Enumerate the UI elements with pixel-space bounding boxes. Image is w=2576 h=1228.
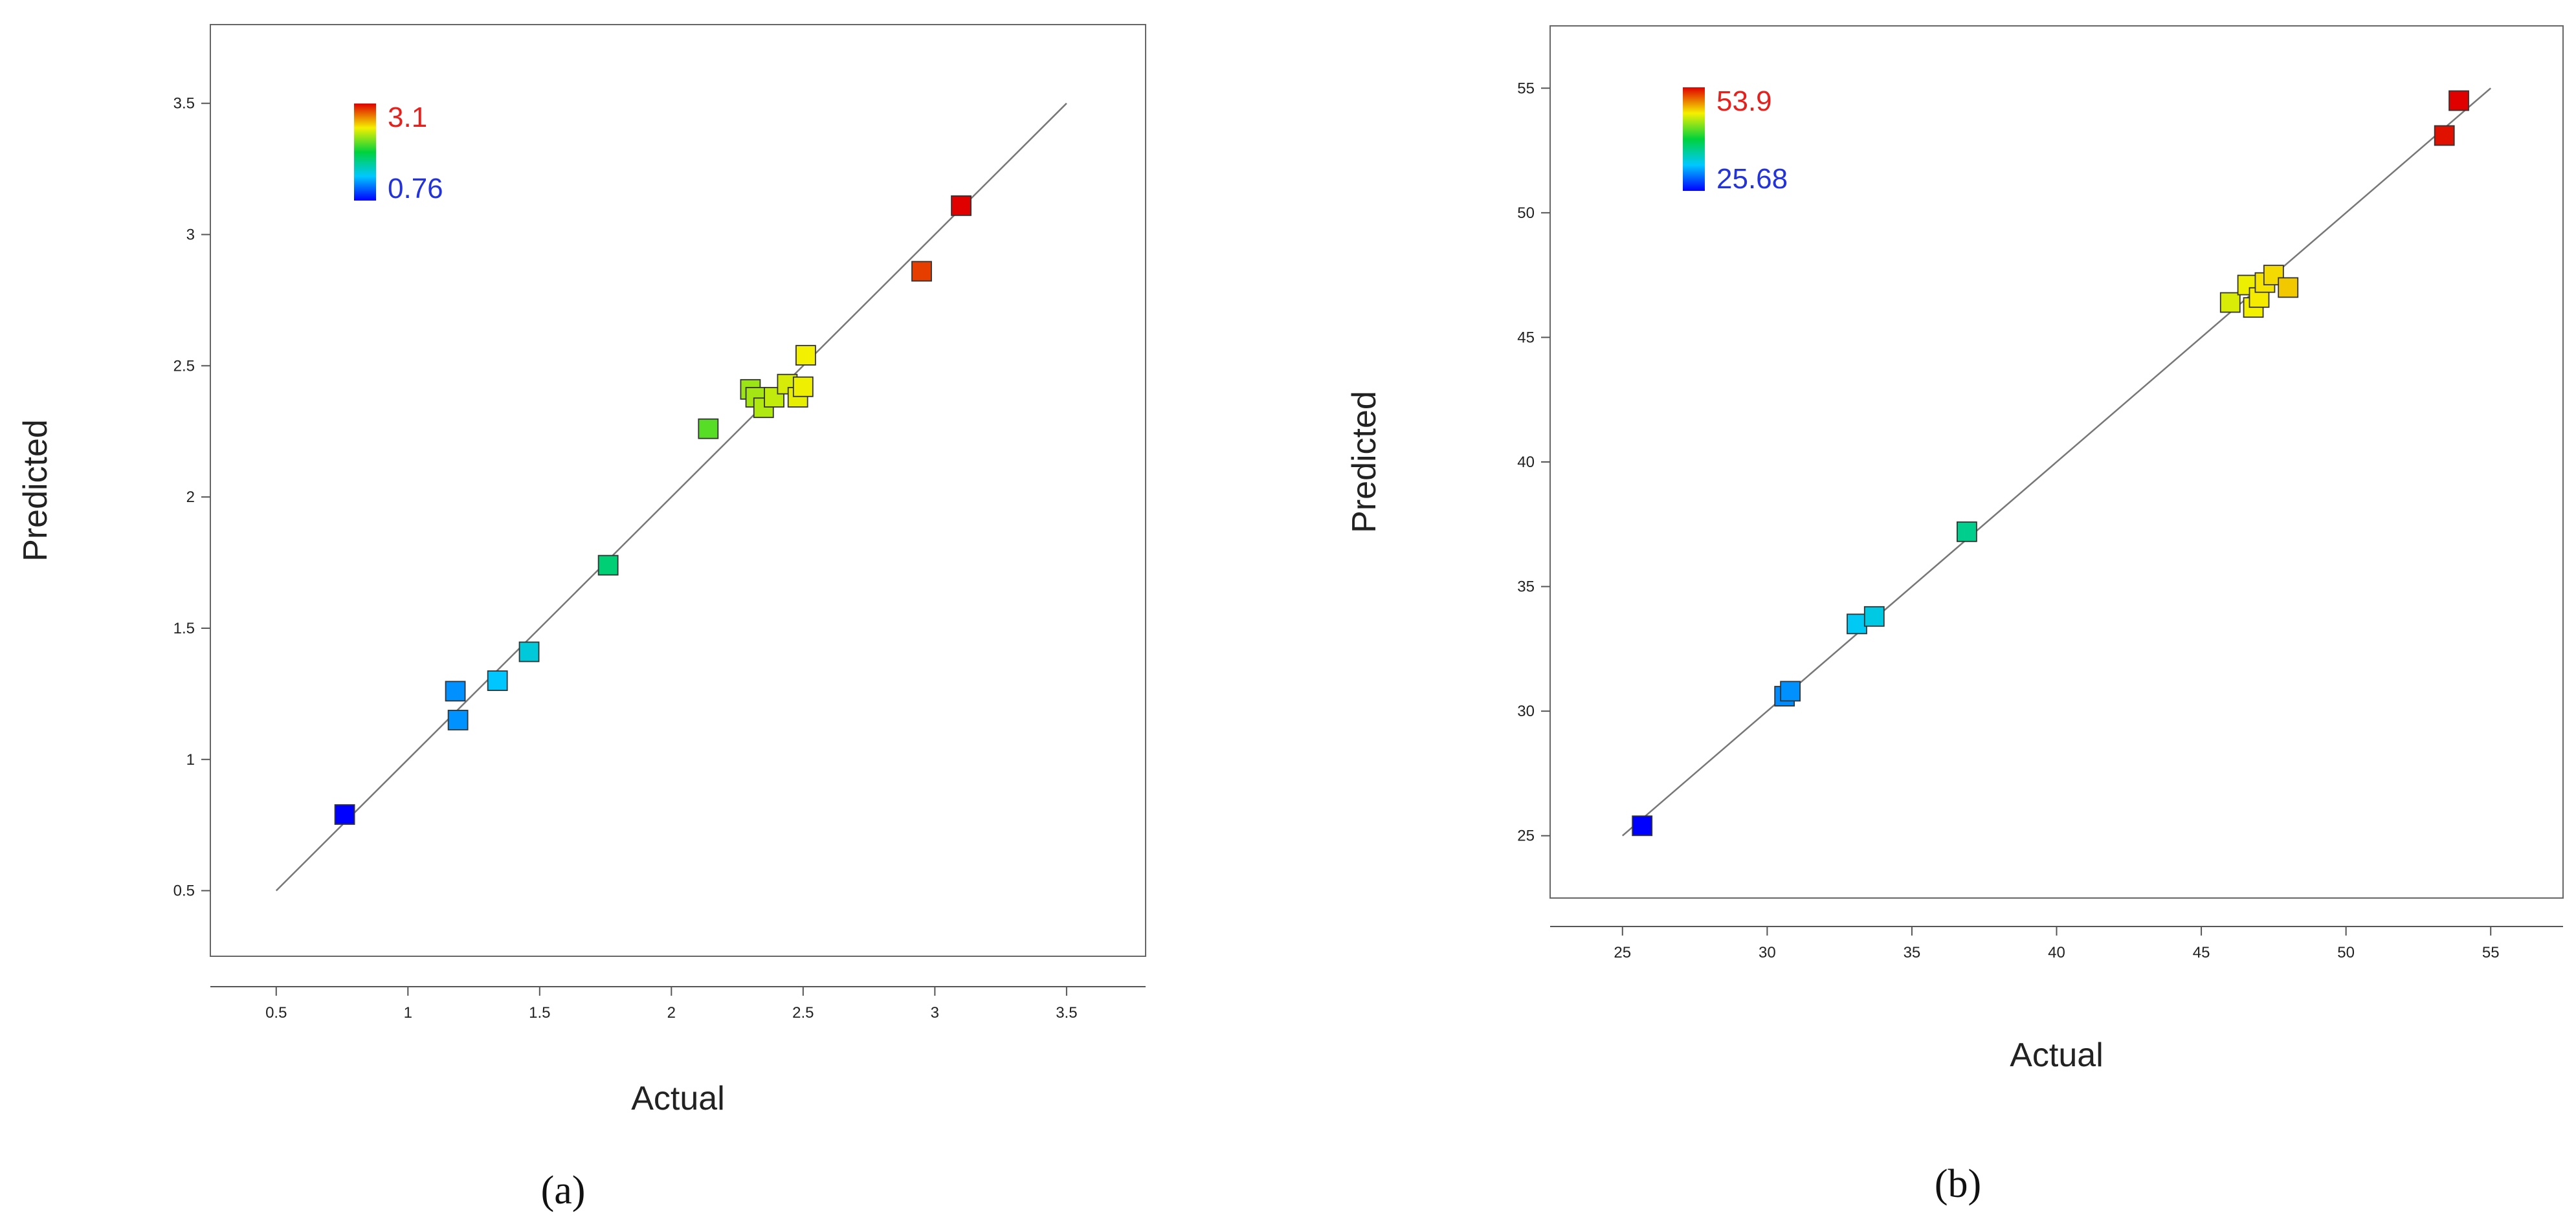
data-point <box>1632 815 1653 837</box>
data-point <box>2448 90 2469 111</box>
panel-caption: (a) <box>541 1168 586 1212</box>
x-tick-label: 2 <box>667 1004 676 1022</box>
data-point <box>518 641 540 663</box>
data-point <box>447 710 469 730</box>
x-tick-label: 45 <box>2193 944 2210 961</box>
y-tick-label: 1.5 <box>173 620 195 637</box>
data-point <box>698 418 719 439</box>
y-tick-label: 3.5 <box>173 95 195 113</box>
data-point <box>951 195 972 216</box>
chart-panel-a: 0.5 1 1.5 2 2.5 3 3.5 0.5 1 1.5 2 2.5 3 3.5 3.1 0.76 Act… <box>17 24 1146 1212</box>
y-axis-label: Predicted <box>17 419 54 562</box>
y-tick-label: 0.5 <box>173 883 195 900</box>
x-tick-label: 35 <box>1904 944 1921 961</box>
x-axis-label: Actual <box>2010 1036 2104 1074</box>
colorbar-max-label: 53.9 <box>1716 85 1772 117</box>
colorbar-min-label: 0.76 <box>388 173 443 204</box>
y-tick-label: 35 <box>1517 578 1535 596</box>
x-tick-label: 3 <box>931 1004 939 1022</box>
data-point <box>334 804 355 825</box>
data-point <box>2237 274 2258 296</box>
data-point <box>2278 277 2299 298</box>
y-tick-label: 45 <box>1517 329 1535 346</box>
reference-line <box>275 102 1067 892</box>
y-tick-label: 3 <box>186 226 195 244</box>
colorbar-max-label: 3.1 <box>388 102 427 133</box>
y-tick-label: 25 <box>1517 828 1535 845</box>
data-point <box>795 345 816 366</box>
data-point <box>445 681 466 702</box>
x-tick-label: 40 <box>2048 944 2065 961</box>
x-tick-label: 1.5 <box>529 1004 550 1022</box>
data-point <box>487 670 508 691</box>
data-point <box>2434 125 2455 146</box>
colorbar <box>1683 87 1705 191</box>
y-tick-label: 1 <box>186 751 195 769</box>
x-tick-label: 25 <box>1614 944 1631 961</box>
data-point <box>1780 681 1801 702</box>
x-tick-label: 0.5 <box>265 1004 287 1022</box>
data-point <box>1956 521 1977 542</box>
data-point <box>1847 613 1867 635</box>
y-tick-label: 30 <box>1517 703 1535 720</box>
y-tick-label: 55 <box>1517 80 1535 97</box>
y-tick-label: 2 <box>186 488 195 506</box>
y-axis-label: Predicted <box>1346 391 1383 533</box>
x-tick-label: 3.5 <box>1056 1004 1077 1022</box>
x-tick-label: 2.5 <box>792 1004 814 1022</box>
data-point <box>911 261 932 282</box>
panel-caption: (b) <box>1935 1162 1981 1206</box>
chart-panel-b: 25 30 35 40 45 50 55 25 30 35 40 45 50 55 53.9 25.68 Act… <box>1346 25 2564 1206</box>
colorbar <box>354 104 376 201</box>
data-point <box>792 376 814 397</box>
y-tick-label: 2.5 <box>173 357 195 375</box>
data-point <box>2219 292 2241 313</box>
x-tick-label: 30 <box>1759 944 1776 961</box>
reference-line <box>1621 87 2492 837</box>
y-tick-label: 40 <box>1517 454 1535 471</box>
x-tick-label: 55 <box>2482 944 2500 961</box>
data-point <box>1863 606 1885 627</box>
y-tick-label: 50 <box>1517 204 1535 222</box>
x-tick-label: 1 <box>404 1004 412 1022</box>
colorbar-min-label: 25.68 <box>1716 163 1788 195</box>
plot-frame <box>210 24 1146 957</box>
x-tick-label: 50 <box>2337 944 2355 961</box>
x-axis-label: Actual <box>631 1080 725 1117</box>
data-point <box>597 554 619 576</box>
